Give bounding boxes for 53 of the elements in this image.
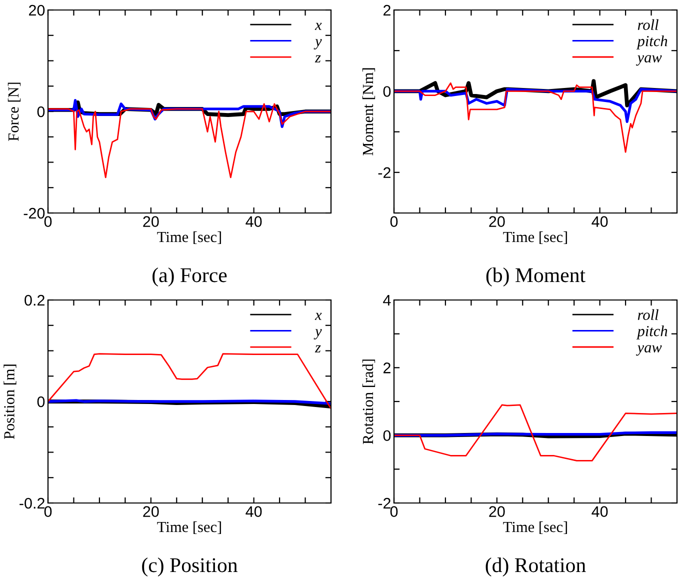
x-tick-label: 20 (489, 216, 505, 227)
legend-label: roll (638, 19, 658, 30)
x-tick-label: 20 (143, 216, 159, 227)
legend-label: yaw (636, 345, 662, 356)
x-tick-label: 0 (390, 216, 398, 227)
line-series (48, 353, 331, 410)
x-axis-title: Time [sec] (157, 521, 221, 534)
legend-label: x (314, 22, 322, 30)
legend-label: pitch (636, 36, 668, 50)
x-tick-label: 0 (44, 216, 52, 227)
text: (a) Force (152, 268, 227, 286)
x-tick-label: 40 (592, 506, 608, 517)
x-tick-label: 40 (246, 506, 262, 517)
y-tick-label: -2 (378, 498, 390, 509)
legend-label: yaw (636, 55, 662, 66)
text: (c) Position (142, 558, 238, 576)
y-tick-label: 20 (29, 4, 45, 16)
line-series (48, 103, 331, 178)
x-tick-label: 0 (44, 506, 52, 517)
x-tick-label: 20 (489, 506, 505, 517)
line-series (394, 404, 677, 462)
y-axis-title: Rotation [rad] (362, 360, 376, 444)
y-tick-label: 4 (383, 295, 391, 306)
y-tick-label: 0 (37, 396, 45, 408)
x-axis-title: Time [sec] (503, 231, 567, 244)
legend-label: z (314, 55, 321, 62)
y-tick-label: 0 (383, 86, 391, 97)
y-tick-label: 0 (383, 430, 391, 442)
y-axis-title: Force [N] (8, 82, 21, 141)
y-tick-label: -0.2 (20, 498, 44, 509)
legend-label: y (314, 39, 322, 50)
y-tick-label: 2 (383, 362, 390, 374)
legend-label: y (314, 329, 322, 340)
y-tick-label: 2 (383, 4, 390, 16)
y-axis-title: Position [m] (4, 364, 16, 440)
x-tick-label: 20 (143, 506, 159, 517)
x-axis-title: Time [sec] (503, 521, 567, 534)
legend-label: pitch (636, 326, 668, 340)
y-tick-label: 0.2 (24, 294, 44, 306)
text: (d) Rotation (486, 558, 586, 576)
y-tick-label: 0 (37, 106, 45, 118)
text: (b) Moment (486, 268, 586, 286)
y-axis-title: Moment [Nm] (362, 68, 376, 156)
legend-label: roll (638, 309, 658, 320)
x-tick-label: 40 (592, 216, 608, 227)
y-tick-label: -20 (24, 208, 45, 219)
legend-label: z (314, 345, 321, 352)
x-tick-label: 40 (246, 216, 262, 227)
line-series (394, 82, 677, 153)
legend-label: x (314, 312, 322, 320)
x-tick-label: 0 (390, 506, 398, 517)
x-axis-title: Time [sec] (157, 231, 221, 244)
y-tick-label: -2 (378, 167, 390, 178)
